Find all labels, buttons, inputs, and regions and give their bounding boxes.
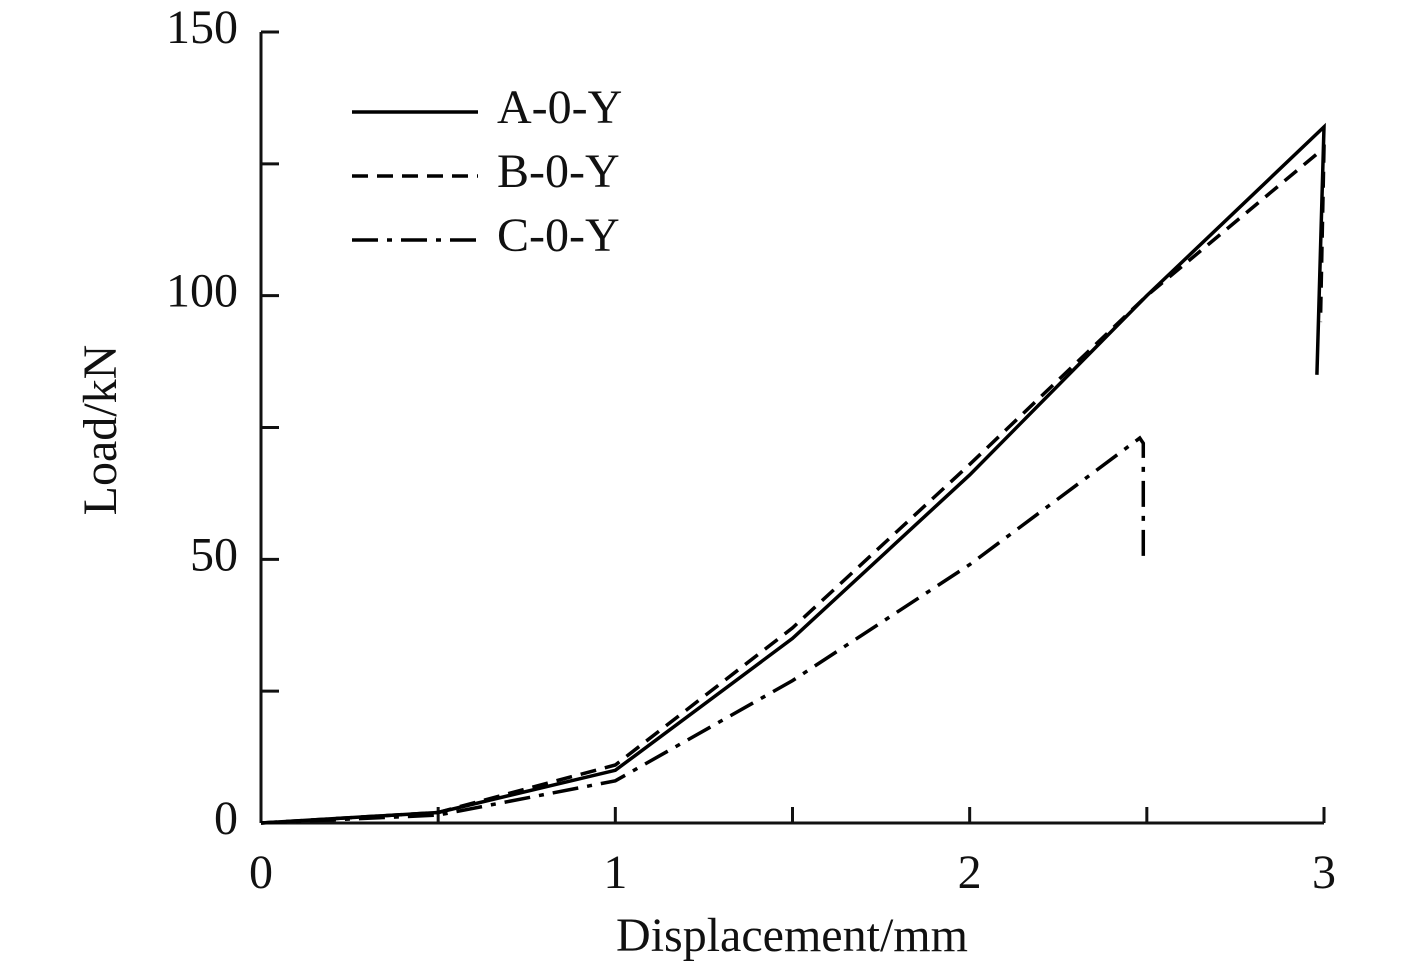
legend-label: B-0-Y <box>497 145 620 198</box>
y-tick-label: 100 <box>166 265 238 318</box>
series-line <box>260 435 1146 825</box>
series-line <box>260 122 1326 825</box>
y-axis-title: Load/kN <box>74 345 127 516</box>
x-axis-title: Displacement/mm <box>616 909 968 962</box>
y-tick-label: 150 <box>166 1 238 54</box>
y-tick-label: 0 <box>214 792 238 845</box>
x-tick-label: 3 <box>1312 846 1336 899</box>
x-tick-label: 1 <box>603 846 627 899</box>
series-line <box>260 144 1326 825</box>
x-tick-label: 2 <box>958 846 982 899</box>
legend-label: A-0-Y <box>497 81 622 134</box>
x-tick-label: 0 <box>249 846 273 899</box>
y-tick-label: 50 <box>190 528 238 581</box>
legend-label: C-0-Y <box>497 209 620 262</box>
